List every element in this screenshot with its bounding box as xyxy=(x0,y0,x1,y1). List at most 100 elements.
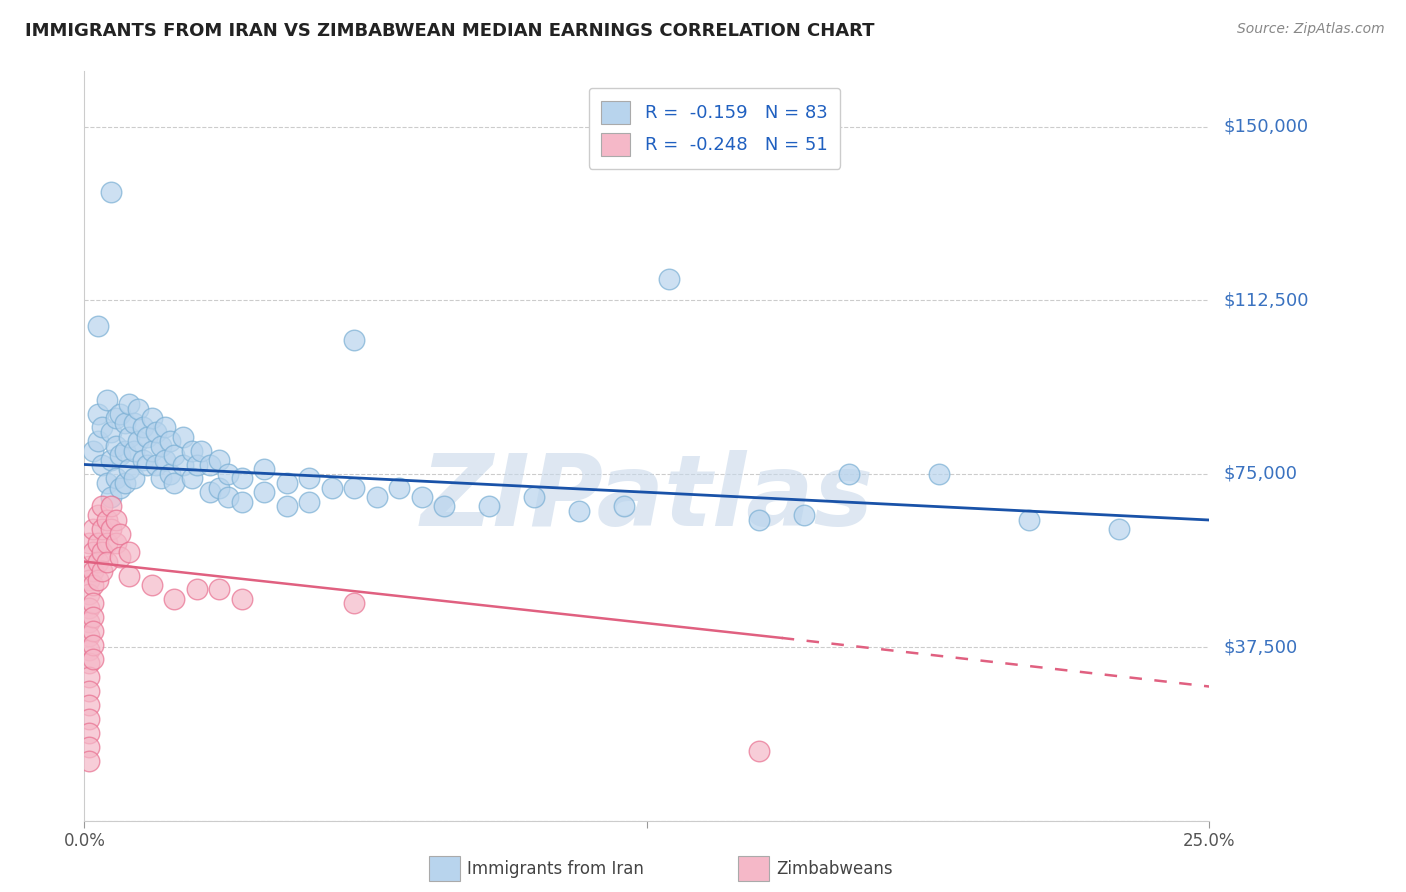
Point xyxy=(208,481,231,495)
Point xyxy=(77,725,100,739)
Point xyxy=(114,416,136,430)
Point xyxy=(343,596,366,610)
Point xyxy=(155,420,177,434)
Point xyxy=(523,490,546,504)
Point xyxy=(77,670,100,684)
Point xyxy=(366,490,388,504)
Point xyxy=(96,475,118,490)
Point xyxy=(149,439,172,453)
Point xyxy=(91,522,114,536)
Point xyxy=(186,458,208,472)
Point xyxy=(321,481,343,495)
Point xyxy=(118,545,141,559)
Point xyxy=(100,425,122,439)
Point xyxy=(343,333,366,347)
Point xyxy=(478,499,501,513)
Point xyxy=(793,508,815,523)
Point xyxy=(186,582,208,597)
Point xyxy=(100,490,122,504)
Point xyxy=(122,471,145,485)
Point xyxy=(122,443,145,458)
Point xyxy=(100,522,122,536)
Point xyxy=(172,458,194,472)
Point xyxy=(82,545,104,559)
Point xyxy=(100,499,122,513)
Point xyxy=(122,416,145,430)
Text: Source: ZipAtlas.com: Source: ZipAtlas.com xyxy=(1237,22,1385,37)
Point xyxy=(1108,522,1130,536)
Point xyxy=(91,545,114,559)
Point xyxy=(110,527,132,541)
Point xyxy=(838,467,860,481)
Point xyxy=(208,582,231,597)
Point xyxy=(748,513,770,527)
Point xyxy=(298,494,321,508)
Point xyxy=(77,573,100,587)
Point xyxy=(82,624,104,638)
Point xyxy=(87,508,110,523)
Point xyxy=(411,490,433,504)
Point xyxy=(82,596,104,610)
Point xyxy=(658,272,681,286)
Point xyxy=(77,754,100,768)
Point xyxy=(96,513,118,527)
Point xyxy=(114,475,136,490)
Text: ZIPatlas: ZIPatlas xyxy=(420,450,873,547)
Point xyxy=(217,467,239,481)
Point xyxy=(77,657,100,671)
Point xyxy=(87,536,110,550)
Point xyxy=(163,475,186,490)
Text: IMMIGRANTS FROM IRAN VS ZIMBABWEAN MEDIAN EARNINGS CORRELATION CHART: IMMIGRANTS FROM IRAN VS ZIMBABWEAN MEDIA… xyxy=(25,22,875,40)
Point xyxy=(110,549,132,564)
Point xyxy=(96,392,118,407)
Point xyxy=(82,443,104,458)
Point xyxy=(100,185,122,199)
Point xyxy=(388,481,411,495)
Point xyxy=(141,443,163,458)
Point xyxy=(77,698,100,712)
Point xyxy=(110,481,132,495)
Point xyxy=(253,485,276,500)
Point xyxy=(118,430,141,444)
Point xyxy=(104,536,127,550)
Text: Zimbabweans: Zimbabweans xyxy=(776,860,893,878)
Point xyxy=(145,425,167,439)
Point xyxy=(77,615,100,629)
Point xyxy=(87,555,110,569)
Point xyxy=(110,407,132,421)
Point xyxy=(77,587,100,601)
Point xyxy=(127,402,149,417)
Point xyxy=(141,411,163,425)
Point xyxy=(343,481,366,495)
Point xyxy=(104,471,127,485)
Point xyxy=(163,448,186,462)
Point xyxy=(276,499,298,513)
Legend: R =  -0.159   N = 83, R =  -0.248   N = 51: R = -0.159 N = 83, R = -0.248 N = 51 xyxy=(589,88,841,169)
Point xyxy=(118,397,141,411)
Point xyxy=(96,555,118,569)
Point xyxy=(87,573,110,587)
Point xyxy=(82,578,104,592)
Text: $150,000: $150,000 xyxy=(1223,118,1308,136)
Point xyxy=(276,475,298,490)
Point xyxy=(190,443,212,458)
Point xyxy=(82,564,104,578)
Point xyxy=(96,536,118,550)
Point xyxy=(82,610,104,624)
Point xyxy=(132,453,155,467)
Point xyxy=(159,467,181,481)
Point xyxy=(77,739,100,754)
Point xyxy=(87,434,110,449)
Point xyxy=(77,559,100,574)
Point xyxy=(1018,513,1040,527)
Point xyxy=(163,591,186,606)
Point xyxy=(100,453,122,467)
Point xyxy=(82,522,104,536)
Point xyxy=(87,318,110,333)
Point xyxy=(136,458,159,472)
Point xyxy=(928,467,950,481)
Point xyxy=(159,434,181,449)
Point xyxy=(298,471,321,485)
Point xyxy=(613,499,636,513)
Point xyxy=(231,471,253,485)
